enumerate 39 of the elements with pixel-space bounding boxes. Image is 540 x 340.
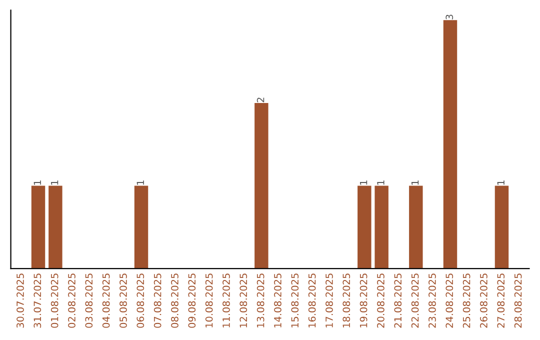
data-label: 1 xyxy=(377,180,384,185)
x-tick-label: 04.08.2025 xyxy=(102,274,110,328)
x-tick-label: 28.08.2025 xyxy=(514,274,522,328)
x-tick-label: 05.08.2025 xyxy=(120,274,127,328)
data-label: 1 xyxy=(51,180,58,185)
data-label: 1 xyxy=(497,180,504,185)
x-tick-label: 10.08.2025 xyxy=(205,274,213,328)
x-tick-label: 11.08.2025 xyxy=(222,274,230,328)
x-tick-label: 30.07.2025 xyxy=(16,274,24,328)
x-tick-label: 20.08.2025 xyxy=(377,274,384,328)
x-tick-label: 16.08.2025 xyxy=(308,274,316,328)
data-label: 1 xyxy=(34,180,41,185)
x-tick-label: 12.08.2025 xyxy=(240,274,248,328)
x-tick-label: 13.08.2025 xyxy=(256,274,264,328)
x-tick-label: 09.08.2025 xyxy=(188,274,196,328)
data-label: 2 xyxy=(256,98,264,102)
data-label: 1 xyxy=(360,180,368,185)
x-tick-label: 06.08.2025 xyxy=(136,274,144,328)
x-tick-label: 25.08.2025 xyxy=(462,274,470,328)
x-tick-label: 07.08.2025 xyxy=(154,274,162,328)
x-tick-label: 18.08.2025 xyxy=(342,274,350,328)
data-label: 1 xyxy=(136,180,144,185)
x-tick-label: 02.08.2025 xyxy=(68,274,76,328)
x-tick-label: 27.08.2025 xyxy=(497,274,505,328)
x-tick-label: 24.08.2025 xyxy=(446,274,454,328)
x-tick-label: 08.08.2025 xyxy=(171,274,178,328)
x-tick-label: 03.08.2025 xyxy=(85,274,93,328)
x-tick-label: 31.07.2025 xyxy=(34,274,42,328)
x-tick-label: 26.08.2025 xyxy=(480,274,488,328)
x-tick-label: 01.08.2025 xyxy=(50,274,58,328)
x-tick-label: 23.08.2025 xyxy=(428,274,436,328)
x-tick-label: 17.08.2025 xyxy=(326,274,333,328)
x-tick-label: 19.08.2025 xyxy=(360,274,368,328)
x-tick-label: 21.08.2025 xyxy=(394,274,402,328)
data-label: 3 xyxy=(446,14,454,20)
data-label: 1 xyxy=(412,180,419,185)
x-tick-label: 14.08.2025 xyxy=(274,274,282,328)
x-tick-label: 15.08.2025 xyxy=(291,274,299,328)
x-tick-label: 22.08.2025 xyxy=(411,274,419,328)
